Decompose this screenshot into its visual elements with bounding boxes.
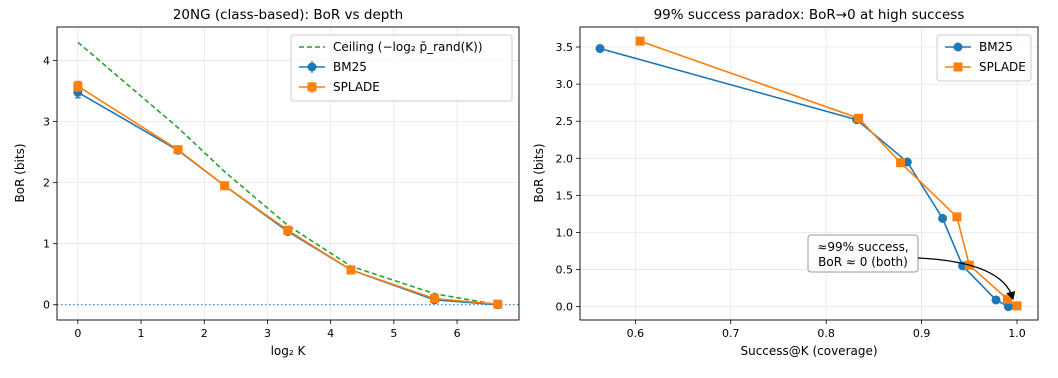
- series-ceiling: [77, 41, 498, 306]
- x-tick-label: 0.6: [627, 327, 645, 340]
- series-line: [599, 47, 1009, 308]
- data-point: [896, 158, 906, 168]
- annotation-box: [807, 234, 919, 273]
- y-tick-label: 3: [43, 116, 50, 129]
- chart-success-paradox: 99% success paradox: BoR→0 at high succe…: [532, 7, 1039, 358]
- annotation-line-1: ≈99% success,: [817, 240, 908, 254]
- annotation-line-2: BoR ≈ 0 (both): [818, 255, 908, 269]
- x-tick-label: 1: [138, 327, 145, 340]
- annotation: ≈99% success, BoR ≈ 0 (both): [807, 234, 1016, 301]
- x-axis-label: Success@K (coverage): [740, 344, 877, 358]
- data-point: [283, 225, 293, 235]
- x-tick-label: 6: [454, 327, 461, 340]
- legend-label: SPLADE: [333, 80, 380, 94]
- x-tick-label: 5: [390, 327, 397, 340]
- annotation-arrow: [917, 257, 1014, 300]
- y-tick-label: 1.5: [556, 189, 574, 202]
- data-point: [635, 36, 645, 46]
- data-point: [1002, 294, 1012, 304]
- data-point: [493, 299, 503, 309]
- data-point: [346, 265, 356, 275]
- chart-title: 20NG (class-based): BoR vs depth: [173, 7, 403, 23]
- series-bm25: [73, 86, 503, 310]
- data-point: [938, 213, 948, 223]
- x-axis-ticks: 0 1 2 3 4 5 6: [74, 320, 461, 340]
- series-splade: [73, 80, 503, 309]
- legend-box: [290, 34, 513, 102]
- data-point: [173, 145, 183, 155]
- y-tick-label: 1: [43, 238, 50, 251]
- legend-label: BM25: [333, 60, 367, 74]
- y-tick-label: 2.0: [556, 152, 574, 165]
- plot-frame: [579, 26, 1039, 321]
- x-tick-label: 1.0: [1008, 327, 1026, 340]
- y-tick-label: 2.5: [556, 115, 574, 128]
- y-tick-label: 3.0: [556, 78, 574, 91]
- x-tick-label: 2: [201, 327, 208, 340]
- y-tick-label: 2: [43, 177, 50, 190]
- data-point: [991, 295, 1001, 305]
- y-axis-label: BoR (bits): [13, 144, 27, 203]
- legend-label: BM25: [979, 40, 1013, 54]
- legend-marker: [953, 62, 963, 72]
- legend-label: SPLADE: [979, 60, 1026, 74]
- data-point: [854, 113, 864, 123]
- grid: [580, 27, 1038, 320]
- plot-series: [595, 36, 1022, 312]
- x-axis-ticks: 0.6 0.7 0.8 0.9 1.0: [627, 320, 1026, 340]
- x-tick-label: 3: [264, 327, 271, 340]
- legend-marker: [953, 42, 963, 52]
- y-axis-label: BoR (bits): [532, 144, 546, 203]
- y-tick-label: 0.5: [556, 264, 574, 277]
- y-tick-label: 4: [43, 55, 50, 68]
- legend-marker: [307, 62, 317, 72]
- x-axis-label: log₂ K: [271, 344, 307, 358]
- y-axis-ticks: 0.0 0.5 1.0 1.5 2.0 2.5 3.0 3.5: [556, 41, 580, 314]
- y-tick-label: 0.0: [556, 301, 574, 314]
- x-tick-label: 4: [327, 327, 334, 340]
- y-tick-label: 3.5: [556, 41, 574, 54]
- data-point: [1003, 302, 1013, 312]
- chart-bor-vs-depth: 20NG (class-based): BoR vs depth 0 1 2 3 4 5 6…: [13, 7, 520, 358]
- y-axis-ticks: 0 1 2 3 4: [43, 55, 57, 312]
- data-point: [73, 81, 83, 91]
- y-tick-label: 0: [43, 299, 50, 312]
- legend-marker: [307, 82, 317, 92]
- legend-label: Ceiling (−log₂ p̄_rand(K)): [333, 40, 483, 54]
- x-tick-label: 0: [74, 327, 81, 340]
- data-point: [952, 212, 962, 222]
- data-point: [220, 181, 230, 191]
- annotation-arrowhead: [1006, 291, 1016, 301]
- plot-frame: [56, 26, 520, 321]
- x-tick-label: 0.8: [817, 327, 835, 340]
- legend: BM25 SPLADE: [936, 34, 1032, 82]
- y-tick-label: 1.0: [556, 226, 574, 239]
- data-point: [1012, 301, 1022, 311]
- x-tick-label: 0.7: [722, 327, 740, 340]
- plot-series: [73, 41, 503, 310]
- chart-title: 99% success paradox: BoR→0 at high succe…: [654, 7, 965, 23]
- legend: Ceiling (−log₂ p̄_rand(K)) BM25 SPLADE: [290, 34, 513, 102]
- x-tick-label: 0.9: [913, 327, 931, 340]
- data-point: [430, 294, 440, 304]
- series-line: [77, 41, 498, 306]
- data-point: [595, 44, 605, 54]
